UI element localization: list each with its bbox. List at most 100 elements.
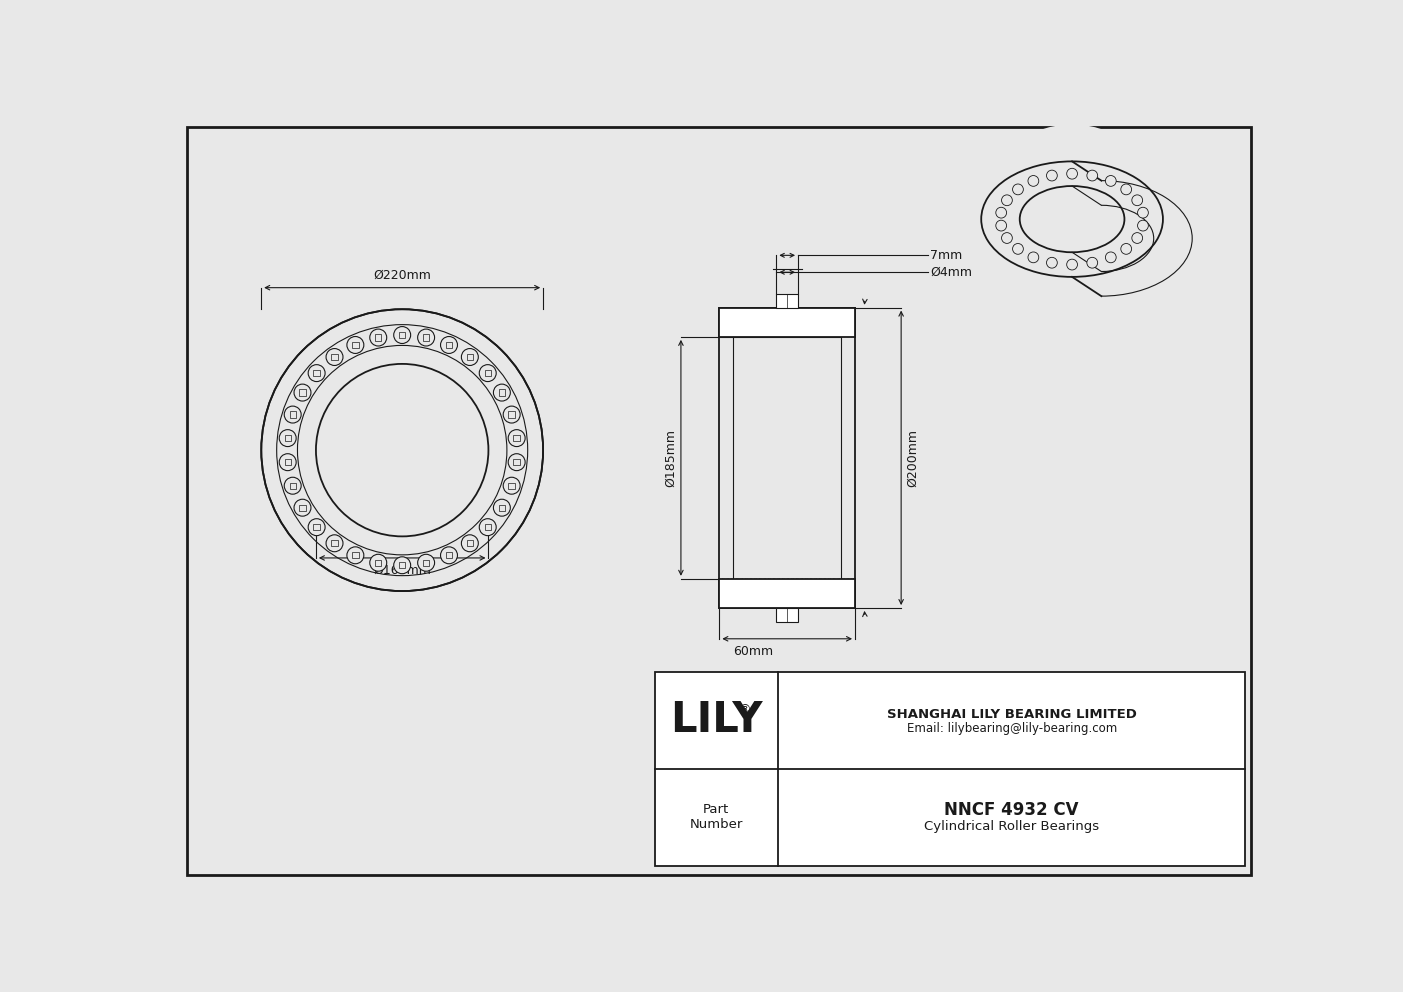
- Circle shape: [1066, 169, 1078, 180]
- Circle shape: [394, 557, 411, 573]
- Circle shape: [279, 430, 296, 446]
- Circle shape: [1047, 257, 1058, 268]
- Bar: [289, 412, 296, 418]
- Circle shape: [1028, 176, 1038, 186]
- Bar: [313, 524, 320, 531]
- Circle shape: [504, 406, 521, 423]
- Bar: [720, 308, 854, 337]
- Text: Ø185mm: Ø185mm: [664, 429, 678, 487]
- Circle shape: [1138, 207, 1148, 218]
- Text: 7mm: 7mm: [930, 249, 962, 262]
- Circle shape: [325, 535, 342, 552]
- Circle shape: [1002, 232, 1013, 243]
- Circle shape: [1066, 259, 1078, 270]
- Circle shape: [1013, 243, 1023, 254]
- Bar: [513, 434, 521, 441]
- Circle shape: [480, 365, 497, 382]
- Circle shape: [1013, 184, 1023, 194]
- Bar: [720, 308, 854, 608]
- Circle shape: [441, 336, 457, 353]
- Circle shape: [285, 406, 302, 423]
- Circle shape: [418, 555, 435, 571]
- Bar: [422, 559, 429, 565]
- Circle shape: [325, 348, 342, 365]
- Circle shape: [1047, 171, 1058, 181]
- Bar: [375, 559, 382, 565]
- Text: Ø220mm: Ø220mm: [373, 269, 431, 282]
- Circle shape: [347, 336, 363, 353]
- Circle shape: [441, 547, 457, 563]
- Bar: [285, 459, 290, 465]
- Bar: [313, 370, 320, 376]
- Bar: [285, 434, 290, 441]
- Bar: [446, 553, 452, 558]
- Bar: [331, 354, 338, 360]
- Circle shape: [1132, 232, 1142, 243]
- Circle shape: [462, 348, 478, 365]
- Bar: [513, 459, 521, 465]
- Circle shape: [285, 477, 302, 494]
- Circle shape: [370, 555, 387, 571]
- Circle shape: [1106, 176, 1117, 186]
- Text: Cylindrical Roller Bearings: Cylindrical Roller Bearings: [925, 820, 1099, 833]
- Bar: [484, 370, 491, 376]
- Text: Ø160mm: Ø160mm: [373, 564, 431, 577]
- Bar: [467, 354, 473, 360]
- Circle shape: [508, 453, 525, 470]
- Bar: [352, 342, 359, 348]
- Circle shape: [996, 220, 1006, 231]
- Circle shape: [1121, 243, 1132, 254]
- Bar: [446, 342, 452, 348]
- Bar: [331, 540, 338, 547]
- Circle shape: [480, 519, 497, 536]
- Circle shape: [309, 365, 325, 382]
- Bar: [498, 505, 505, 511]
- Circle shape: [295, 384, 311, 401]
- Text: Part
Number: Part Number: [690, 804, 744, 831]
- Bar: [467, 540, 473, 547]
- Circle shape: [1132, 194, 1142, 205]
- Text: 60mm: 60mm: [734, 645, 773, 658]
- Circle shape: [418, 329, 435, 346]
- Circle shape: [978, 124, 1167, 313]
- Bar: [398, 332, 405, 338]
- Circle shape: [309, 519, 325, 536]
- Circle shape: [996, 207, 1006, 218]
- Bar: [484, 524, 491, 531]
- Circle shape: [1002, 194, 1013, 205]
- Circle shape: [1121, 184, 1132, 194]
- Circle shape: [347, 547, 363, 563]
- Bar: [299, 390, 306, 396]
- Circle shape: [279, 453, 296, 470]
- Circle shape: [394, 326, 411, 343]
- Circle shape: [462, 535, 478, 552]
- Circle shape: [494, 384, 511, 401]
- Bar: [398, 562, 405, 568]
- Bar: [422, 334, 429, 340]
- Circle shape: [508, 430, 525, 446]
- Bar: [655, 672, 1246, 866]
- Text: Ø4mm: Ø4mm: [930, 266, 972, 279]
- Bar: [776, 608, 798, 622]
- Circle shape: [295, 499, 311, 516]
- Bar: [289, 482, 296, 489]
- Bar: [498, 390, 505, 396]
- Circle shape: [504, 477, 521, 494]
- Bar: [776, 294, 798, 308]
- Bar: [720, 308, 854, 608]
- Bar: [375, 334, 382, 340]
- Text: NNCF 4932 CV: NNCF 4932 CV: [944, 801, 1079, 818]
- Circle shape: [1087, 257, 1097, 268]
- Circle shape: [494, 499, 511, 516]
- Circle shape: [1138, 220, 1148, 231]
- Bar: [508, 482, 515, 489]
- Text: Email: lilybearing@lily-bearing.com: Email: lilybearing@lily-bearing.com: [906, 721, 1117, 735]
- Bar: [734, 337, 840, 578]
- Bar: [299, 505, 306, 511]
- Bar: [720, 578, 854, 608]
- Text: ®: ®: [738, 703, 751, 716]
- Circle shape: [261, 310, 543, 591]
- Circle shape: [1106, 252, 1117, 263]
- Circle shape: [1028, 252, 1038, 263]
- Bar: [508, 412, 515, 418]
